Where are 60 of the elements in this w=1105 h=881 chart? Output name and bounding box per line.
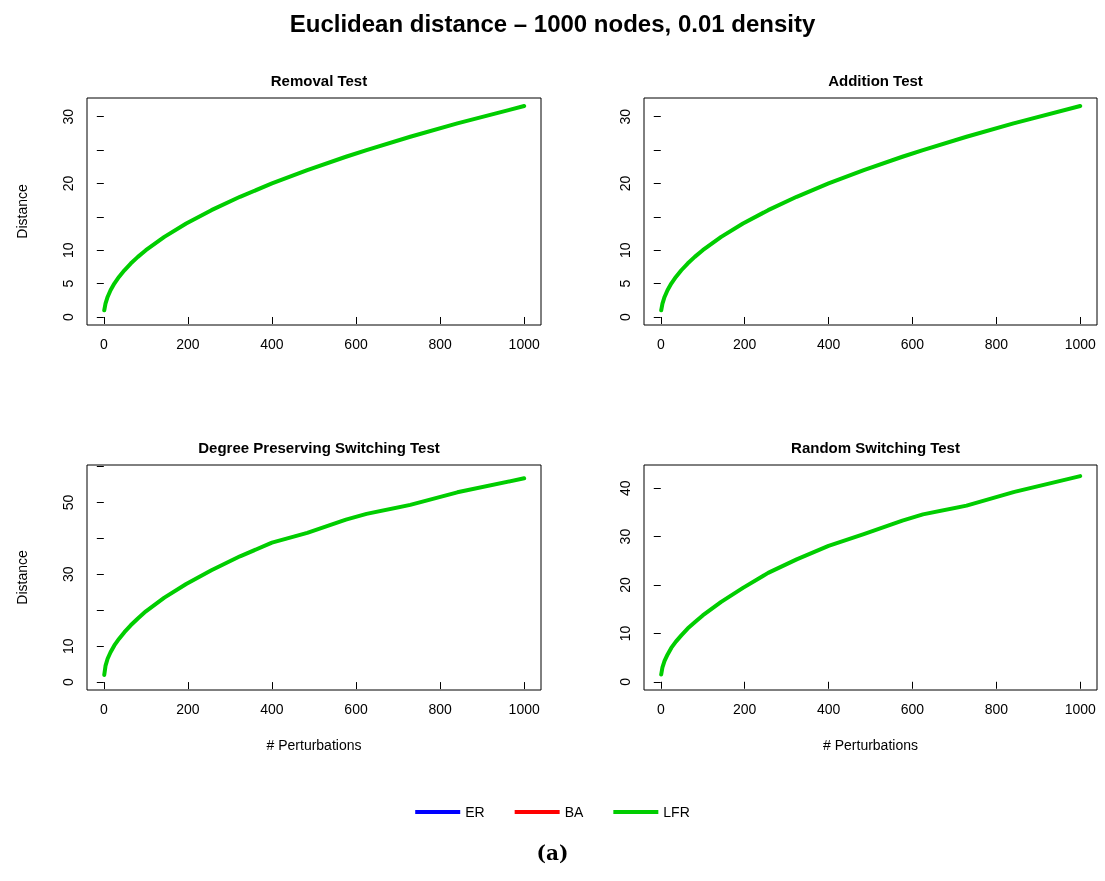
x-tick-label: 800	[428, 336, 452, 352]
chart-title: Degree Preserving Switching Test	[198, 439, 440, 456]
x-tick-label: 800	[428, 701, 452, 717]
y-axis-title: Distance	[14, 184, 30, 239]
y-tick-label: 30	[617, 108, 633, 125]
line-series	[659, 474, 1083, 677]
y-tick-label: 10	[617, 242, 633, 259]
x-axis-title: # Perturbations	[266, 737, 362, 753]
x-tick-label: 600	[344, 336, 368, 352]
x-tick-label: 0	[99, 336, 108, 352]
y-tick-label: 10	[617, 625, 633, 642]
x-tick-label: 1000	[508, 701, 540, 717]
legend-label: LFR	[663, 804, 690, 820]
y-tick-label: 10	[60, 242, 76, 259]
chart-title: Addition Test	[828, 72, 923, 89]
legend-label: ER	[465, 804, 485, 820]
y-tick-label: 20	[60, 175, 76, 192]
x-tick-label: 200	[176, 701, 200, 717]
x-tick-label: 1000	[508, 336, 540, 352]
x-tick-label: 1000	[1064, 701, 1096, 717]
y-tick-label: 50	[60, 494, 76, 511]
x-tick-label: 400	[816, 336, 841, 352]
x-tick-label: 0	[656, 336, 665, 352]
x-tick-label: 800	[984, 336, 1009, 352]
x-tick-label: 200	[732, 701, 757, 717]
chart-title: Removal Test	[270, 72, 368, 89]
y-tick-label: 5	[617, 279, 633, 288]
legend-label: BA	[564, 804, 584, 820]
x-tick-label: 200	[732, 336, 757, 352]
y-axis-title: Distance	[14, 550, 30, 605]
y-tick-label: 20	[617, 577, 633, 593]
x-tick-label: 800	[984, 701, 1009, 717]
chart-title: Random Switching Test	[791, 439, 960, 456]
y-tick-label: 30	[60, 566, 76, 583]
x-tick-label: 600	[344, 701, 368, 717]
x-tick-label: 400	[816, 701, 841, 717]
x-axis-title: # Perturbations	[823, 737, 918, 753]
y-tick-label: 0	[60, 312, 76, 321]
y-tick-label: 10	[60, 638, 76, 654]
y-tick-label: 5	[60, 279, 76, 288]
text: (a)	[536, 841, 569, 865]
line-series	[102, 104, 527, 313]
y-tick-label: 0	[60, 677, 76, 686]
y-tick-label: 30	[60, 108, 76, 125]
x-tick-label: 0	[656, 701, 665, 717]
line-series	[102, 476, 527, 677]
line-series	[659, 104, 1083, 313]
y-tick-label: 40	[617, 480, 633, 497]
x-tick-label: 600	[900, 336, 925, 352]
x-tick-label: 200	[176, 336, 200, 352]
x-tick-label: 400	[260, 701, 284, 717]
x-tick-label: 1000	[1064, 336, 1096, 352]
x-tick-label: 0	[99, 701, 108, 717]
y-tick-label: 0	[617, 312, 633, 321]
y-tick-label: 0	[617, 677, 633, 686]
y-tick-label: 20	[617, 175, 633, 192]
x-tick-label: 400	[260, 336, 284, 352]
y-tick-label: 30	[617, 528, 633, 545]
x-tick-label: 600	[900, 701, 925, 717]
text: Euclidean distance – 1000 nodes, 0.01 density	[289, 9, 816, 37]
